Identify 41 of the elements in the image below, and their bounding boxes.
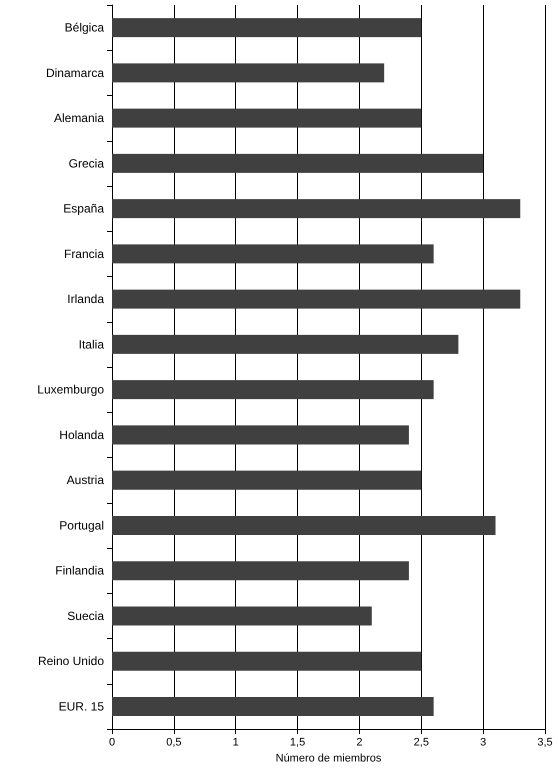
y-tick-label: EUR. 15	[58, 699, 104, 714]
y-tick-label: Suecia	[67, 608, 104, 623]
bar	[112, 652, 422, 671]
bar	[112, 606, 372, 626]
y-tick-label: España	[63, 202, 104, 216]
y-tick-label: Portugal	[59, 518, 104, 532]
bar	[112, 470, 422, 490]
bar	[112, 244, 434, 264]
bar	[112, 696, 434, 716]
bar	[112, 516, 496, 535]
bar	[112, 290, 520, 309]
bar	[112, 199, 520, 218]
bar	[112, 108, 422, 128]
bar	[112, 154, 484, 173]
y-tick-label: Reino Unido	[38, 654, 104, 668]
x-tick-label: 1	[232, 736, 239, 749]
y-tick-label: Bélgica	[64, 20, 104, 35]
x-tick-label: 2,5	[414, 736, 429, 749]
x-tick-label: 1,5	[290, 736, 306, 749]
x-axis-title: Número de miembros	[276, 752, 382, 764]
bar	[112, 380, 434, 400]
y-tick-label: Holanda	[59, 428, 104, 442]
bar	[112, 63, 384, 82]
x-tick-label: 3,5	[537, 736, 553, 749]
y-tick-label: Italia	[78, 337, 104, 352]
x-tick-label: 0	[108, 736, 116, 749]
bar	[112, 334, 458, 354]
y-tick-label: Finlandia	[55, 564, 104, 578]
x-tick-label: 2	[356, 736, 362, 749]
x-tick-label: 0,5	[166, 736, 182, 749]
bar	[112, 18, 422, 38]
bar	[112, 561, 409, 580]
y-tick-label: Grecia	[68, 156, 104, 170]
y-tick-label: Austria	[66, 473, 104, 488]
y-tick-label: Dinamarca	[46, 66, 104, 80]
y-tick-label: Francia	[64, 246, 104, 261]
x-tick-label: 3	[480, 736, 486, 749]
y-tick-label: Luxemburgo	[37, 382, 104, 397]
bar	[112, 425, 409, 444]
y-tick-label: Irlanda	[67, 292, 104, 306]
y-tick-label: Alemania	[54, 111, 104, 126]
